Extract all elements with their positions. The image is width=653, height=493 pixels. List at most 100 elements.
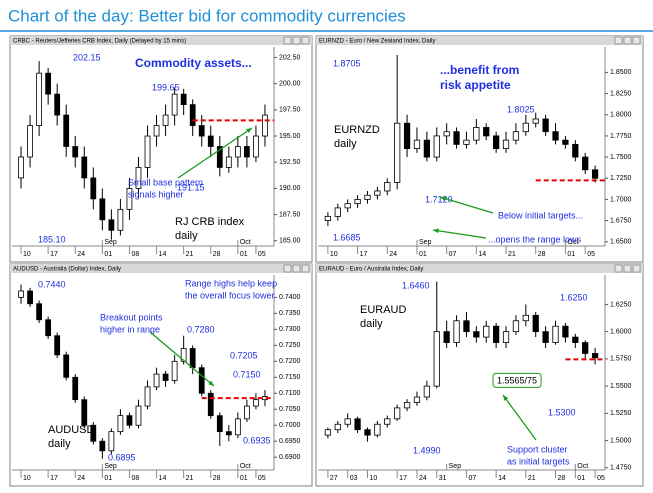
candle-body [374,423,381,436]
y-tick-label: 0.7200 [279,358,301,365]
candle-body [453,320,460,343]
x-tick-label: 03 [350,475,358,482]
candle-body [522,122,529,133]
candle-body [453,131,460,145]
candle-body [36,303,42,321]
x-tick-label: 24 [389,251,397,258]
candle-body [99,440,106,452]
candle-body [108,431,115,452]
x-tick-label: 10 [23,251,31,258]
annotation: AUDUSD [48,424,95,436]
annotation: as initial targets [507,456,570,466]
candle-body [207,135,214,147]
x-tick-label: 07 [468,475,476,482]
x-tick-label: 28 [213,251,221,258]
candle-body [153,373,160,388]
candle-body [582,156,589,171]
y-tick-label: 1.4750 [610,465,632,472]
y-tick-label: 0.6900 [279,454,301,461]
x-tick-label: 01 [104,475,112,482]
candle-body [27,125,33,158]
x-tick-label: 21 [186,251,194,258]
candle-body [403,402,411,409]
y-tick-label: 1.5500 [610,383,632,390]
candle-body [54,335,61,356]
y-tick-label: 1.8500 [610,69,632,76]
candle-body [216,415,223,433]
arrow-head [503,395,509,401]
candle-body [512,320,520,333]
candle-body [198,367,205,394]
annotation: 191.15 [177,182,205,192]
candle-body [99,198,106,221]
x-tick-label: 08 [131,251,139,258]
x-tick-label: 10 [369,475,377,482]
x-tick-label: 24 [419,475,427,482]
x-tick-label: 17 [50,475,58,482]
x-tick-label: 01 [577,475,585,482]
candle-body [344,203,351,209]
candle-body [244,146,250,158]
annotation: daily [360,318,383,330]
candle-body [144,386,151,407]
arrow-head [246,128,252,134]
candle-body [591,169,599,179]
window-button [292,36,301,45]
candle-body [153,125,160,137]
candle-body [542,331,549,343]
y-tick-label: 1.7000 [610,196,632,203]
y-tick-label: 202.50 [279,54,301,61]
x-tick-label: 05 [587,251,595,258]
candle-body [572,143,579,158]
candle-body [364,429,371,436]
x-tick-label: 27 [330,475,338,482]
candle-body [572,336,579,343]
arrow-head [440,196,446,201]
x-tick-label: 31 [439,475,447,482]
y-tick-label: 0.7350 [279,310,301,317]
x-tick-label: 01 [240,475,248,482]
x-tick-label: 07 [449,251,457,258]
x-tick-label: 14 [498,475,506,482]
y-tick-label: 0.6950 [279,438,301,445]
x-tick-label: 24 [77,251,85,258]
candle-body [542,118,549,133]
x-tick-label: 21 [508,251,516,258]
candle-body [552,325,559,343]
candle-body [324,215,332,221]
candle-body [532,314,539,333]
candle-body [364,194,371,200]
window-button [614,264,623,273]
candle-body [253,399,259,407]
y-tick-label: 197.50 [279,107,301,114]
annotation: 1.5565/75 [497,375,537,385]
window-button [623,264,632,273]
x-tick-label: 17 [399,475,407,482]
annotation: daily [175,230,198,242]
candle-body [18,156,24,179]
annotation-box [492,372,542,388]
page-title: Chart of the day: Better bid for commodi… [8,6,406,25]
y-tick-label: 1.7750 [610,133,632,140]
candle-body [234,146,241,158]
candle-body [582,342,589,354]
x-tick-label: 14 [478,251,486,258]
annotation: 0.7440 [38,279,66,289]
window-button [283,36,292,45]
y-tick-label: 1.5250 [610,410,632,417]
candle-body [162,114,169,126]
candle-body [562,139,569,145]
annotation: EURNZD [334,124,380,136]
candle-body [144,135,151,168]
x-tick-label: 01 [419,251,427,258]
panel-header [316,36,643,45]
window-button [301,36,310,45]
candle-body [171,360,178,381]
candle-body [262,114,268,137]
month-label: Sep [104,239,117,246]
x-tick-label: 28 [538,251,546,258]
candle-body [334,423,341,431]
candle-body [473,331,480,338]
candle-body [36,72,42,126]
